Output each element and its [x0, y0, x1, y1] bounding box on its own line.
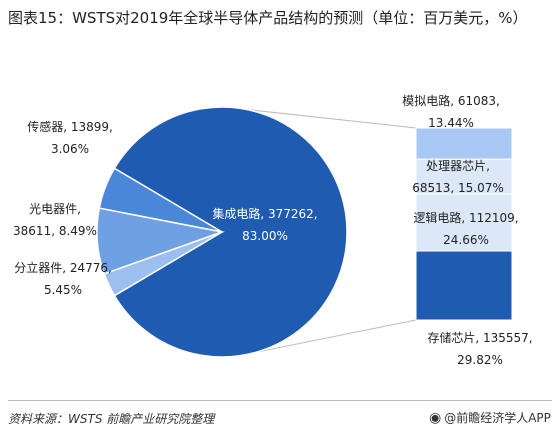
- stack-pct-memory: 29.82%: [457, 353, 503, 367]
- weibo-icon: ◉: [429, 409, 442, 426]
- stack-segment-analog: [415, 127, 513, 160]
- stack-segment-memory: [415, 250, 513, 321]
- stack-pct-analog: 13.44%: [428, 116, 474, 130]
- pie-pct-discrete: 5.45%: [44, 283, 82, 297]
- pie-label-sensor: 传感器, 13899,: [27, 119, 113, 134]
- footer-divider: [8, 400, 552, 401]
- brand-text: @前瞻经济学人APP: [444, 411, 551, 425]
- brand-mark: ◉ @前瞻经济学人APP: [429, 409, 551, 426]
- connector-line-bottom: [241, 319, 417, 356]
- connector-line-top: [241, 108, 417, 129]
- stack-segment-micro: [415, 158, 513, 195]
- pie-label-ic: 集成电路, 377262,: [212, 206, 317, 221]
- source-note: 资料来源：WSTS 前瞻产业研究院整理: [8, 412, 215, 426]
- stack-pct-micro: 68513, 15.07%: [412, 181, 504, 195]
- pie-label-opto: 光电器件,: [29, 202, 81, 216]
- pie-pct-sensor: 3.06%: [51, 142, 89, 156]
- stack-pct-logic: 24.66%: [443, 233, 489, 247]
- stack-label-analog: 模拟电路, 61083,: [402, 93, 500, 108]
- pie-pct-opto: 38611, 8.49%: [13, 224, 97, 238]
- stack-label-micro: 处理器芯片,: [426, 159, 490, 173]
- pie-slice-ic: [113, 106, 348, 358]
- stack-segment-logic: [415, 193, 513, 252]
- stack-label-memory: 存储芯片, 135557,: [427, 330, 532, 345]
- stack-label-logic: 逻辑电路, 112109,: [413, 210, 518, 225]
- pie-label-discrete: 分立器件, 24776,: [14, 260, 112, 275]
- chart-title: 图表15：WSTS对2019年全球半导体产品结构的预测（单位：百万美元，%）: [8, 9, 528, 27]
- pie-pct-ic: 83.00%: [242, 229, 288, 243]
- pie-slice-sensor: [103, 231, 223, 297]
